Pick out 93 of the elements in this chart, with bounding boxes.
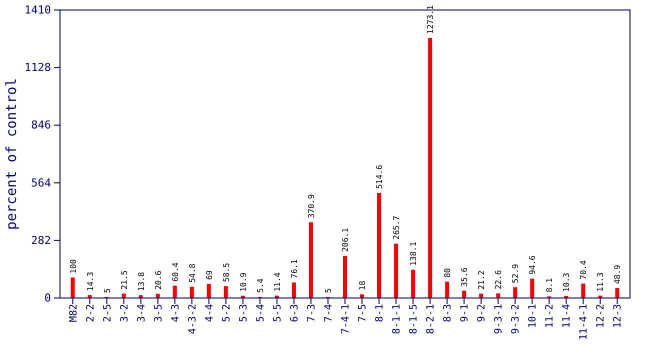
bar [513,287,518,298]
bar [308,222,313,298]
bar [394,244,398,298]
data-label: 69 [204,270,214,280]
y-tick-label: 1128 [24,61,51,74]
y-tick-label: 846 [31,118,51,132]
x-tick-label: 8-3 [442,304,454,322]
bar [292,282,296,298]
x-tick-label: 8-2-1 [426,304,437,334]
x-tick-label: 5-5 [272,304,284,322]
x-tick-label: 7-4-1 [340,304,352,334]
x-tick-label: 8-1-1 [392,304,403,334]
bar [70,278,75,298]
data-label: 10.9 [238,272,248,292]
y-tick-label: 282 [31,234,51,247]
x-tick-label: 11-4-1 [578,304,590,340]
data-label: 54.8 [188,263,197,283]
data-label: 265.7 [392,215,402,240]
data-label: 206.1 [341,228,350,252]
x-tick-label: 9-1 [460,304,471,322]
data-label: 70.4 [579,260,588,280]
bar [581,284,586,298]
x-tick-label: 2-5 [102,304,114,322]
data-label: 21.2 [477,270,486,290]
x-tick-label: 5-4 [255,304,266,322]
data-label: 10.3 [562,272,572,292]
bar [122,294,126,298]
x-tick-label: 7-4 [323,304,334,322]
x-tick-label: 10-1 [528,304,539,328]
x-tick-label: 11-4 [562,304,573,328]
bar [411,270,416,298]
bar [343,256,347,298]
data-label: 76.1 [290,259,299,278]
x-tick-label: 6-3 [289,304,300,322]
data-label: 58.5 [222,262,231,282]
y-tick-label: 1410 [24,4,51,17]
x-tick-label: M82 [68,304,80,322]
bar [530,278,534,298]
data-label: 60.4 [170,262,180,282]
bar [445,282,450,298]
x-tick-label: 12-2 [596,304,607,328]
bar [377,192,382,298]
data-label: 18 [358,280,368,290]
bar [206,284,211,298]
x-tick-label: 9-2 [476,304,488,322]
data-label: 21.5 [120,270,129,290]
data-label: 138.1 [409,242,418,266]
data-label: 370.9 [306,194,316,218]
y-tick-label: 0 [44,292,51,305]
x-tick-label: 11-2 [544,304,556,328]
x-tick-label: 3-2 [119,304,130,322]
x-tick-label: 4-4 [204,304,216,322]
bar [615,288,620,298]
x-tick-label: 4-3-2 [187,304,198,334]
data-label: 80 [443,268,452,278]
x-tick-label: 9-3-2 [510,304,522,334]
x-tick-label: 3-4 [136,304,148,322]
data-label: 52.9 [511,264,520,284]
data-label: 48.9 [613,264,622,284]
x-tick-label: 7-3 [306,304,318,322]
data-label: 22.6 [494,270,504,290]
data-label: 5 [324,288,333,293]
x-tick-label: 8-1 [374,304,386,322]
bar [224,286,228,298]
data-label: 13.8 [136,272,146,292]
bar [428,38,432,298]
data-label: 5 [102,288,112,293]
x-tick-label: 7-5 [358,304,369,322]
x-tick-label: 12-3 [612,304,624,328]
bar [479,294,484,298]
y-axis-title: percent of control [4,78,20,230]
data-label: 11.3 [596,272,606,292]
data-label: 1273.1 [426,4,436,34]
data-label: 100 [68,258,78,274]
data-label: 11.4 [272,272,282,292]
bar [462,290,466,298]
data-label: 8.1 [545,278,554,292]
x-tick-label: 8-1-5 [408,304,420,334]
x-tick-label: 3-5 [153,304,164,322]
x-tick-label: 2-2 [85,304,96,322]
x-tick-label: 4-3 [170,304,182,322]
data-label: 5.4 [256,278,265,293]
data-label: 35.6 [460,267,470,287]
data-label: 20.6 [154,270,163,290]
x-tick-label: 9-3-1 [494,304,505,334]
x-tick-label: 5-2 [221,304,232,322]
y-tick-label: 564 [31,176,52,190]
bar [190,286,194,298]
data-label: 94.6 [528,255,538,275]
data-label: 14.3 [86,272,95,292]
bar [172,286,177,298]
x-tick-label: 5-3 [238,304,250,322]
data-label: 514.6 [375,164,384,189]
